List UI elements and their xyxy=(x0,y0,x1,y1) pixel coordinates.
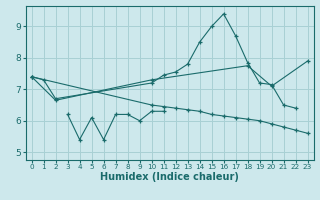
X-axis label: Humidex (Indice chaleur): Humidex (Indice chaleur) xyxy=(100,172,239,182)
